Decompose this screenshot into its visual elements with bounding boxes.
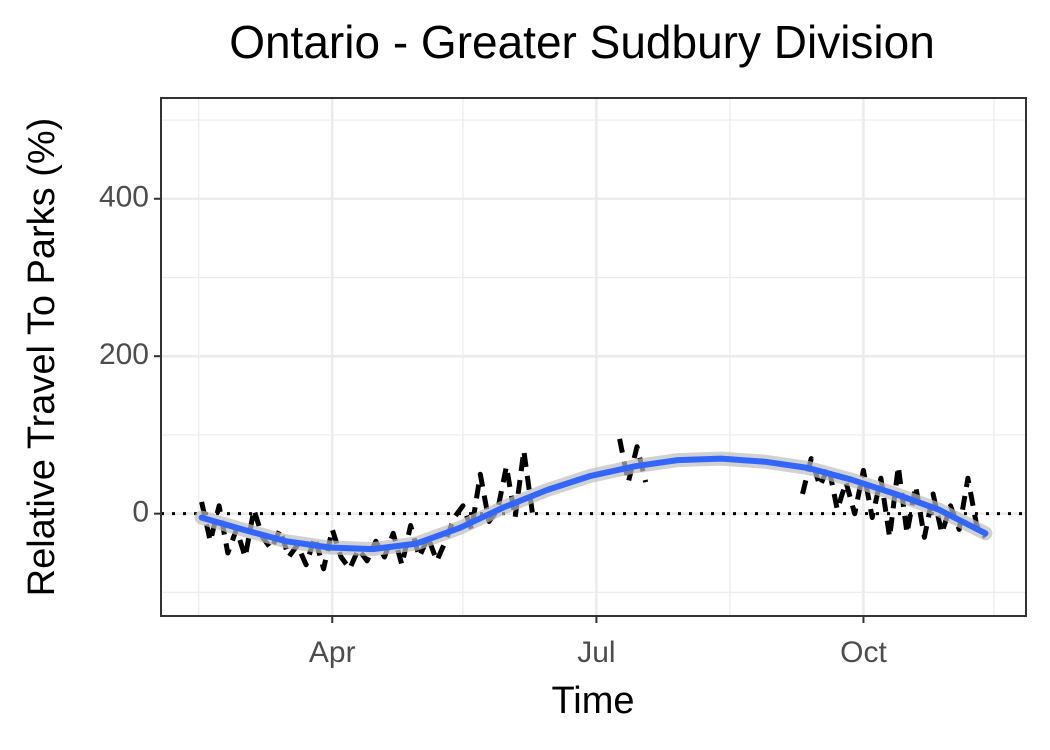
chart-title: Ontario - Greater Sudbury Division [229,16,935,68]
x-tick-label: Oct [840,636,887,669]
y-tick-label: 200 [99,338,149,371]
y-tick-label: 0 [132,496,149,529]
y-tick-label: 400 [99,181,149,214]
x-tick-label: Apr [309,636,356,669]
x-axis-title: Time [551,680,634,722]
panel-border [160,97,1027,617]
smooth-line [198,455,989,553]
x-tick-label: Jul [577,636,615,669]
y-axis-title: Relative Travel To Parks (%) [21,118,63,597]
